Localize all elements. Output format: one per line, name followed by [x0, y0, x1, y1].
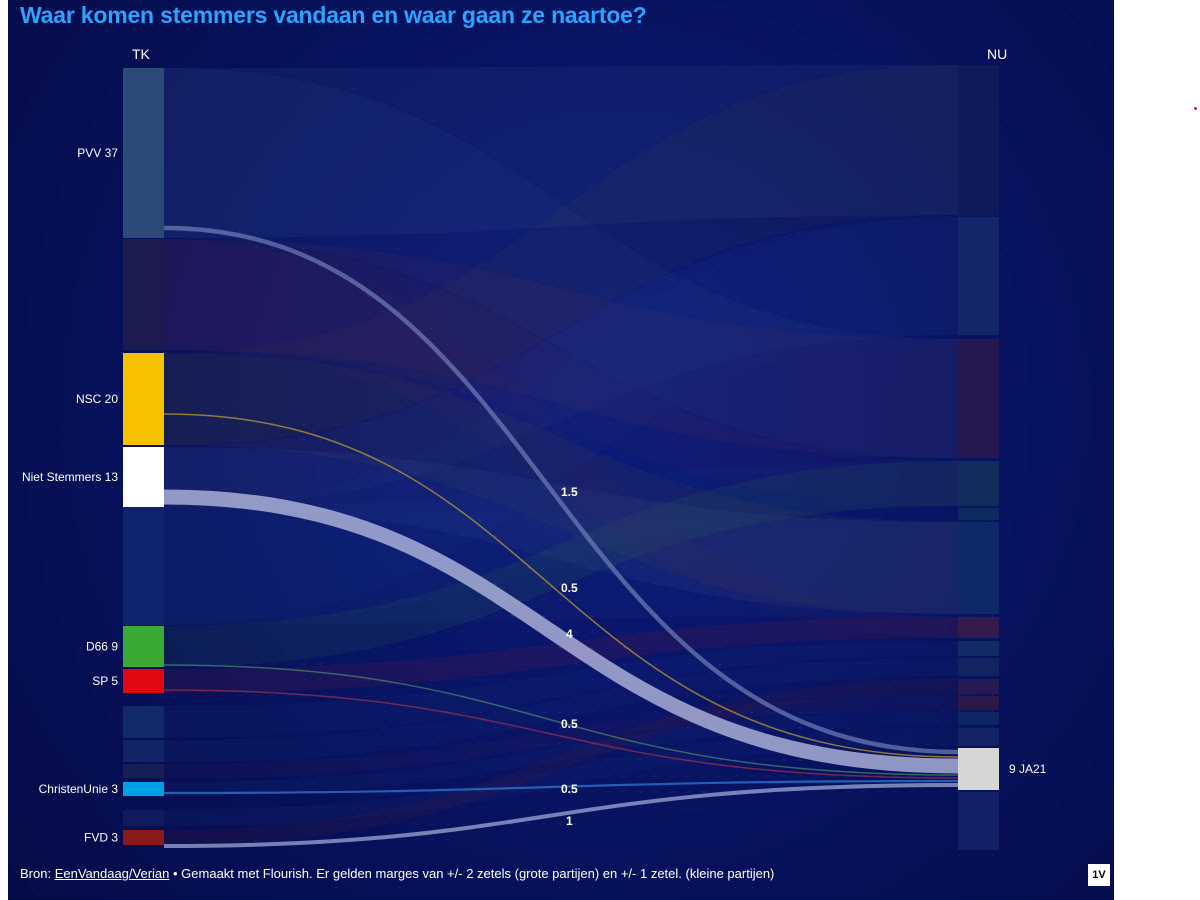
source-label-fvd-3: FVD 3: [84, 831, 118, 845]
source-footer: Bron: EenVandaag/Verian • Gemaakt met Fl…: [20, 866, 774, 881]
right-node-bar: [958, 522, 999, 614]
source-link[interactable]: EenVandaag/Verian: [54, 866, 170, 881]
right-node-bar: [958, 508, 999, 520]
flow-sp-5: [163, 689, 959, 779]
right-node-bar: [958, 696, 999, 710]
source-label-nsc-20: NSC 20: [76, 392, 118, 406]
flow-d66-9: [163, 664, 959, 776]
background-flow: [164, 217, 958, 507]
source-bar-sp-5: [123, 669, 164, 693]
background-flow: [164, 696, 958, 778]
source-bar-christenunie-3: [123, 782, 164, 796]
footer-text: • Gemaakt met Flourish. Er gelden marges…: [169, 866, 775, 881]
source-bar-other: [123, 764, 164, 778]
chart-panel: Waar komen stemmers vandaan en waar gaan…: [8, 0, 1114, 900]
flow-value-label: 0.5: [561, 717, 578, 731]
target-node-bar: [958, 748, 999, 790]
right-node-bar: [958, 712, 999, 725]
source-bar-other: [123, 740, 164, 762]
flow-value-label: 0.5: [561, 581, 578, 595]
source-bar-other: [123, 239, 164, 350]
flow-pvv-37: [163, 225, 959, 755]
source-bar-fvd-3: [123, 830, 164, 845]
background-flow: [164, 679, 958, 845]
right-node-bar: [958, 679, 999, 694]
right-node-bar: [958, 792, 999, 850]
background-flow: [164, 68, 958, 458]
source-bar-other: [123, 810, 164, 826]
source-label-niet-stemmers-13: Niet Stemmers 13: [22, 470, 118, 484]
left-column-header: TK: [132, 46, 151, 62]
footer-prefix: Bron:: [20, 866, 55, 881]
chart-title: Waar komen stemmers vandaan en waar gaan…: [20, 2, 647, 28]
source-bar-d66-9: [123, 626, 164, 667]
background-flow: [164, 65, 958, 238]
background-flow: [164, 507, 958, 625]
right-node-bar: [958, 461, 999, 506]
source-bar-pvv-37: [123, 68, 164, 238]
background-flow: [164, 447, 958, 614]
background-flow: [164, 65, 958, 445]
right-node-bar: [958, 65, 999, 215]
source-label-sp-5: SP 5: [92, 674, 118, 688]
target-label: 9 JA21: [1009, 762, 1047, 776]
flow-niet-stemmers-13: [163, 489, 959, 774]
flow-nsc-20: [163, 413, 959, 758]
right-node-bar: [958, 339, 999, 458]
background-flow: [164, 239, 958, 458]
background-flow: [164, 712, 958, 796]
right-column-header: NU: [987, 46, 1007, 62]
flow-christenunie-3: [163, 779, 959, 795]
logo: 1V: [1088, 864, 1110, 886]
right-node-bar: [958, 217, 999, 335]
flow-value-label: 1.5: [561, 485, 578, 499]
marker-dot: [1194, 107, 1197, 110]
right-node-bar: [958, 641, 999, 656]
sankey-chart: 1.5 0.5 4 0.5 0.5 1 PVV 37 NSC 20 Niet Stemmers …: [22, 46, 1047, 850]
right-node-bar: [958, 658, 999, 676]
background-flow: [164, 658, 958, 762]
background-flow: [164, 461, 958, 667]
background-flow: [164, 728, 958, 826]
right-node-bar: [958, 617, 999, 638]
source-bar-niet-stemmers-13: [123, 447, 164, 507]
background-flow: [164, 353, 958, 614]
flow-value-label: 0.5: [561, 782, 578, 796]
source-bar-other: [123, 706, 164, 738]
flow-value-label: 1: [566, 814, 573, 828]
background-flow: [164, 641, 958, 738]
background-flow: [164, 461, 958, 625]
background-flow: [164, 239, 958, 638]
background-flow: [164, 239, 958, 506]
right-node-bar: [958, 728, 999, 746]
source-bar-nsc-20: [123, 353, 164, 445]
source-label-pvv-37: PVV 37: [77, 146, 118, 160]
source-label-d66-9: D66 9: [86, 640, 118, 654]
background-flow: [164, 617, 958, 693]
source-bar-other: [123, 507, 164, 625]
flow-value-label: 4: [566, 627, 573, 641]
source-label-christenunie-3: ChristenUnie 3: [39, 782, 119, 796]
flow-fvd-3: [163, 783, 959, 848]
